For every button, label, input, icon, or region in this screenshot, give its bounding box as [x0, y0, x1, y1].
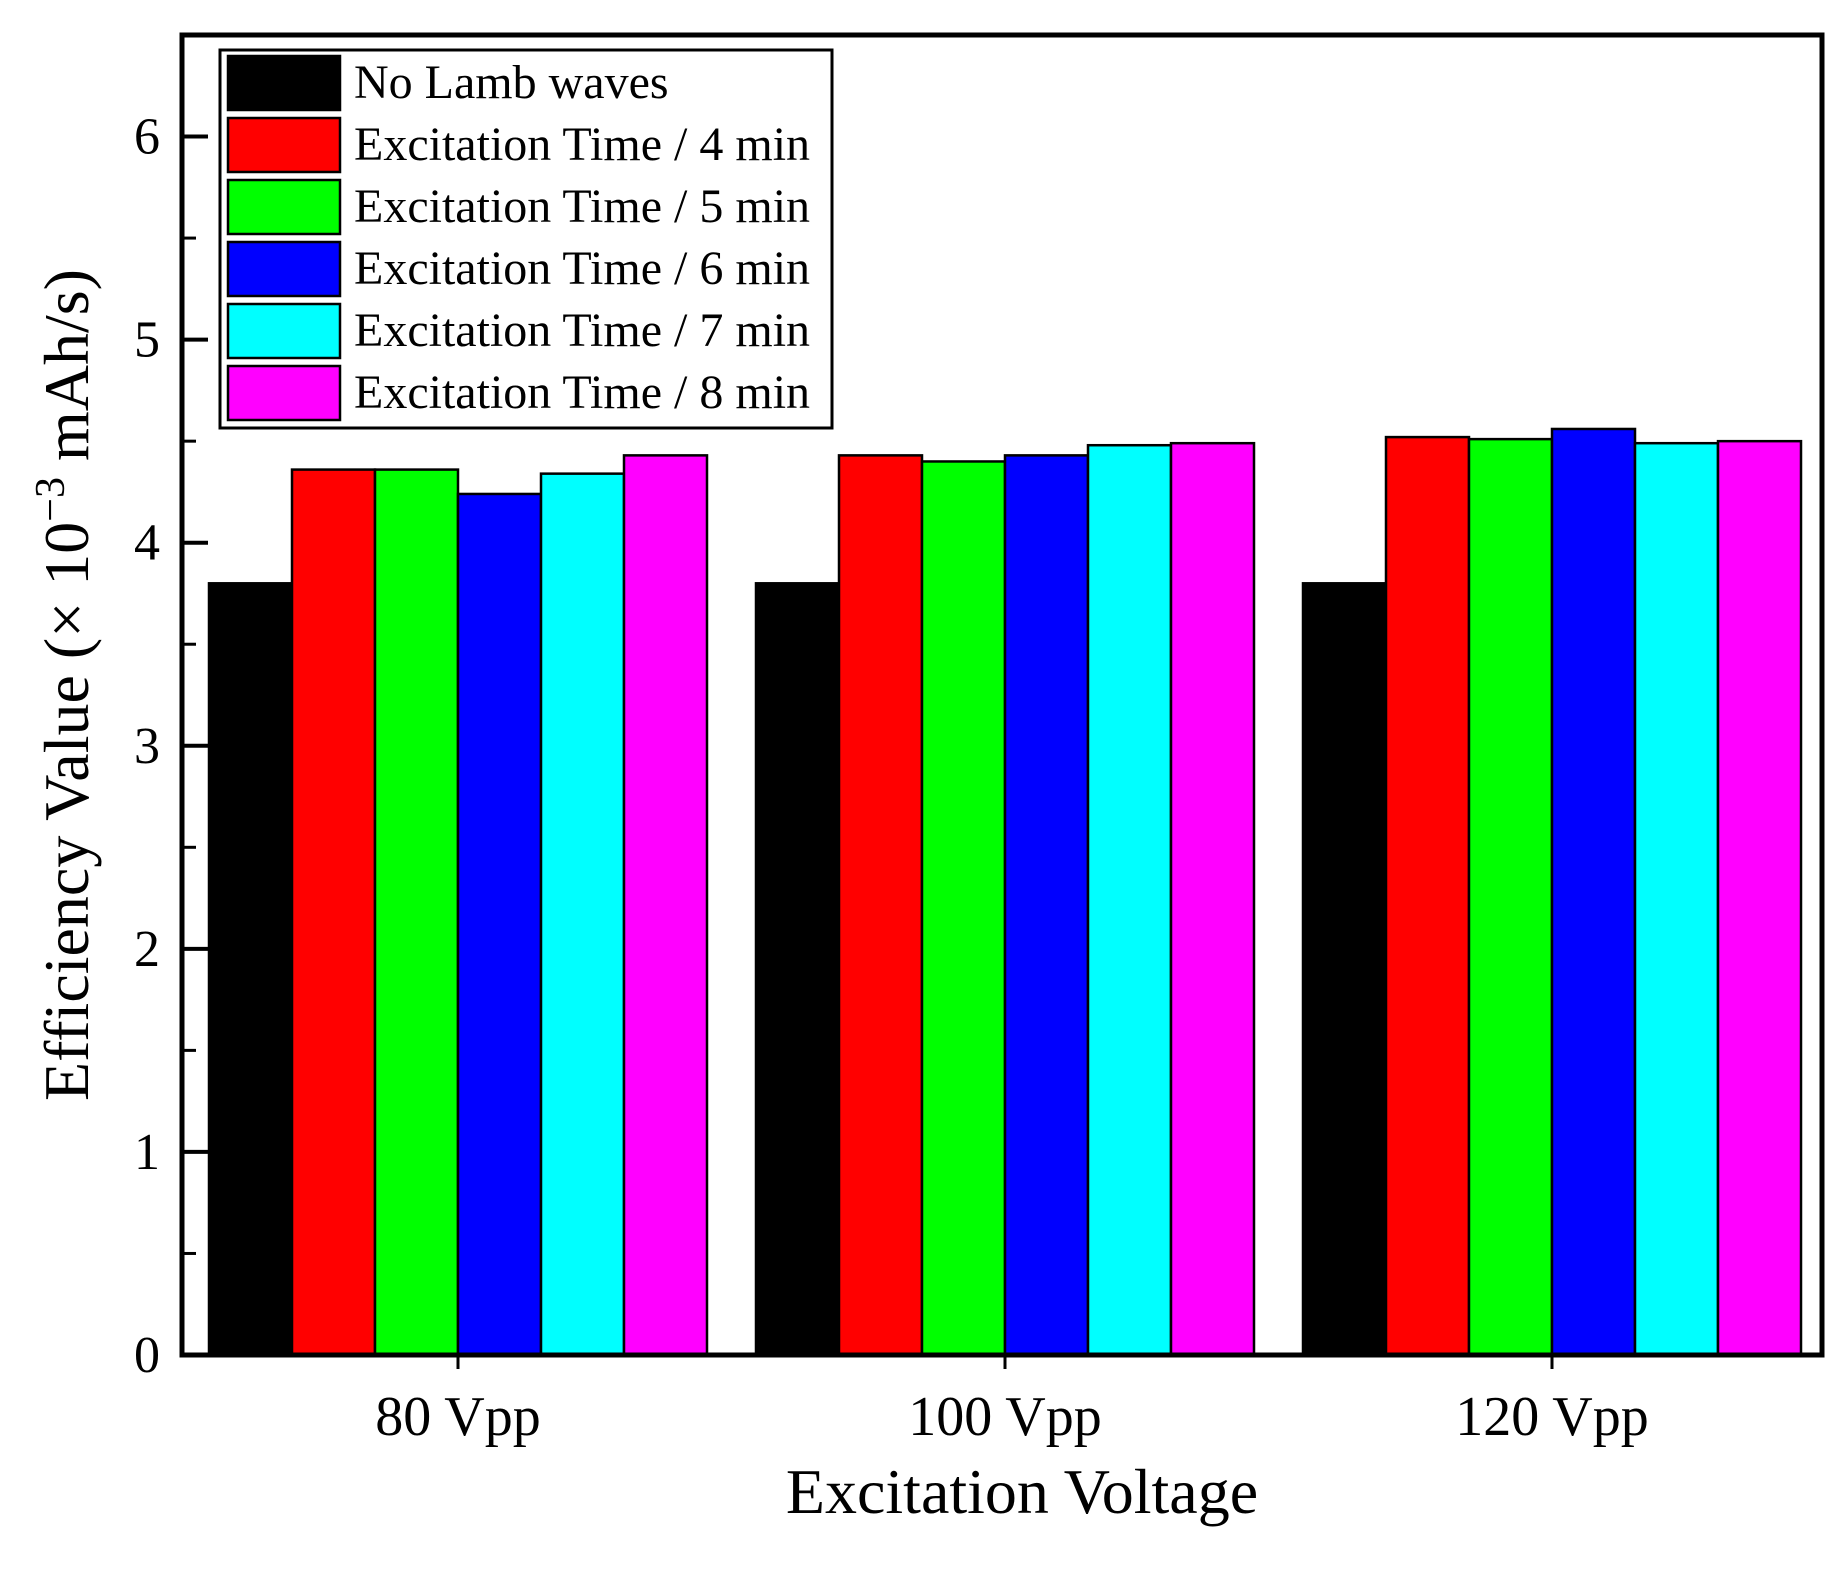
legend-swatch-series-1	[226, 54, 342, 112]
bars-layer	[207, 427, 1803, 1357]
legend-swatch-series-4	[226, 240, 342, 298]
x-axis: 80 Vpp 100 Vpp 120 Vpp	[375, 1355, 1649, 1448]
bar-1-series-4	[456, 492, 543, 1357]
y-axis-title-main: Efficiency Value (× 10	[31, 522, 102, 1101]
legend-swatch-series-3	[226, 178, 342, 236]
bar-3-series-1	[1301, 582, 1388, 1357]
plot-frame	[179, 32, 1825, 1358]
bar-2-series-1	[754, 582, 841, 1357]
y-axis-title: Efficiency Value (× 10−3 mAh/s)	[28, 269, 102, 1101]
legend-swatch-series-2	[226, 116, 342, 174]
y-axis-title-unit: mAh/s)	[31, 269, 102, 477]
y-axis-title-exponent: −3	[28, 477, 74, 522]
legend-label-series-1: No Lamb waves	[354, 56, 669, 109]
y-axis: 0 1 2 3 4 5 6	[134, 109, 208, 1384]
bar-1-series-6	[622, 454, 709, 1357]
legend-label-series-4: Excitation Time / 6 min	[354, 242, 810, 295]
bar-2-series-4	[1003, 454, 1090, 1357]
bar-3-series-4	[1550, 427, 1637, 1357]
bar-3-series-2	[1384, 435, 1471, 1357]
x-category-label: 120 Vpp	[1455, 1386, 1648, 1448]
y-tick-label: 1	[134, 1124, 160, 1181]
bar-1-series-2	[290, 468, 377, 1357]
y-tick-label: 0	[134, 1327, 160, 1384]
bar-1-series-1	[207, 582, 294, 1357]
bar-3-series-5	[1633, 441, 1720, 1357]
legend-label-series-3: Excitation Time / 5 min	[354, 180, 810, 233]
bar-1-series-3	[373, 468, 460, 1357]
bar-2-series-5	[1086, 443, 1173, 1357]
bar-3-series-3	[1467, 437, 1554, 1357]
legend-label-series-6: Excitation Time / 8 min	[354, 366, 810, 419]
y-tick-label: 6	[134, 109, 160, 166]
legend: No Lamb waves Excitation Time / 4 min Exci…	[218, 48, 834, 430]
y-tick-label: 2	[134, 921, 160, 978]
legend-label-series-2: Excitation Time / 4 min	[354, 118, 810, 171]
y-tick-label: 5	[134, 312, 160, 369]
x-category-label: 100 Vpp	[908, 1386, 1101, 1448]
bar-3-series-6	[1716, 439, 1803, 1357]
legend-label-series-5: Excitation Time / 7 min	[354, 304, 810, 357]
legend-swatch-series-6	[226, 364, 342, 422]
bar-1-series-5	[539, 472, 626, 1357]
bar-2-series-2	[837, 454, 924, 1357]
y-tick-label: 3	[134, 718, 160, 775]
x-category-label: 80 Vpp	[375, 1386, 540, 1448]
bar-2-series-6	[1169, 441, 1256, 1357]
x-axis-title: Excitation Voltage	[786, 1456, 1258, 1527]
legend-swatch-series-5	[226, 302, 342, 360]
bar-2-series-3	[920, 460, 1007, 1357]
y-tick-label: 4	[134, 515, 160, 572]
